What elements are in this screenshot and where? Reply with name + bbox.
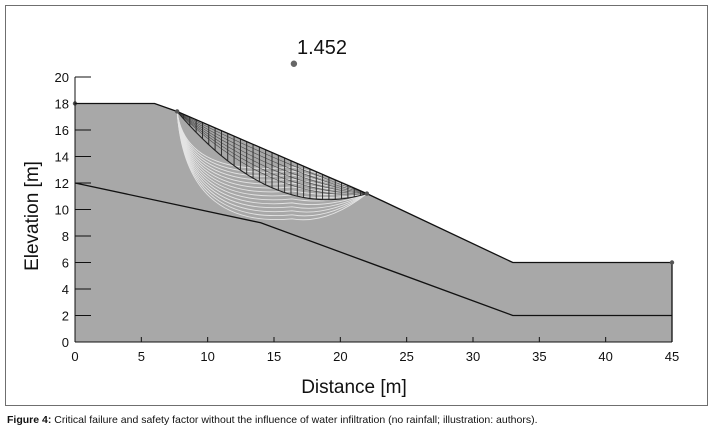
trial-slip-surface: [176, 111, 368, 221]
y-axis-label: Elevation [m]: [22, 161, 43, 271]
y-tick-label: 0: [62, 335, 69, 350]
critical-slices: [176, 111, 368, 201]
y-tick-label: 18: [55, 97, 69, 112]
trial-slip-surface: [176, 111, 367, 199]
y-tick-label: 2: [62, 309, 69, 324]
trial-slip-surface: [176, 111, 368, 213]
caption-text: Critical failure and safety factor witho…: [51, 414, 538, 426]
slice-band: [176, 111, 367, 194]
soil-region: [75, 103, 672, 342]
slice-band: [176, 111, 367, 195]
slice-band: [176, 111, 367, 194]
soil-mass: [75, 103, 672, 342]
safety-factor-label: 1.452: [297, 37, 347, 59]
x-tick-label: 10: [200, 349, 214, 364]
x-tick-label: 45: [665, 349, 679, 364]
slip-marker: [669, 260, 675, 265]
x-axis-label: Distance [m]: [301, 377, 407, 398]
y-tick-label: 12: [55, 176, 69, 191]
trial-slip-surface: [176, 111, 368, 217]
x-tick-label: 0: [71, 349, 78, 364]
x-tick-label: 15: [267, 349, 281, 364]
trial-slip-surface: [176, 111, 367, 195]
ground-surface-line: [75, 102, 672, 264]
slip-marker: [364, 191, 370, 196]
slice-band: [177, 111, 367, 194]
annotations: 1.452 Distance [m] Elevation [m]: [22, 37, 407, 398]
y-tick-label: 16: [55, 123, 69, 138]
y-tick-label: 8: [62, 229, 69, 244]
trial-slip-surface: [176, 111, 368, 209]
slice-band: [176, 111, 367, 194]
y-tick-label: 6: [62, 256, 69, 271]
slope-stability-plot: 0 5 10 15 20 25 30 35 40 45 0 2 4 6 8 10 12 14 16 18 20 1.45…: [22, 37, 680, 398]
figure-frame: 0 5 10 15 20 25 30 35 40 45 0 2 4 6 8 10 12 14 16 18 20 1.45…: [5, 5, 708, 406]
trial-slip-surface: [176, 111, 367, 196]
x-tick-label: 20: [333, 349, 347, 364]
slice-band: [176, 111, 367, 194]
slip-marker: [174, 109, 180, 114]
section-lines: [72, 60, 675, 342]
y-tick-label: 14: [55, 150, 69, 165]
x-tick-label: 40: [598, 349, 612, 364]
y-tick-label: 4: [62, 282, 69, 297]
x-tick-label: 5: [138, 349, 145, 364]
layer-boundary-line: [74, 182, 672, 317]
caption-label: Figure 4:: [7, 414, 52, 426]
y-tick-label: 20: [55, 70, 69, 85]
axes: 0 5 10 15 20 25 30 35 40 45 0 2 4 6 8 10 12 14 16 18 20: [55, 70, 680, 364]
trial-slip-surface: [176, 111, 368, 205]
x-tick-label: 30: [466, 349, 480, 364]
trial-slip-surface: [176, 111, 368, 195]
figure-caption: Figure 4: Critical failure and safety fa…: [7, 414, 538, 426]
x-tick-label: 25: [399, 349, 413, 364]
slip-center-marker: [290, 60, 298, 67]
x-tick-label: 35: [532, 349, 546, 364]
y-tick-label: 10: [55, 203, 69, 218]
